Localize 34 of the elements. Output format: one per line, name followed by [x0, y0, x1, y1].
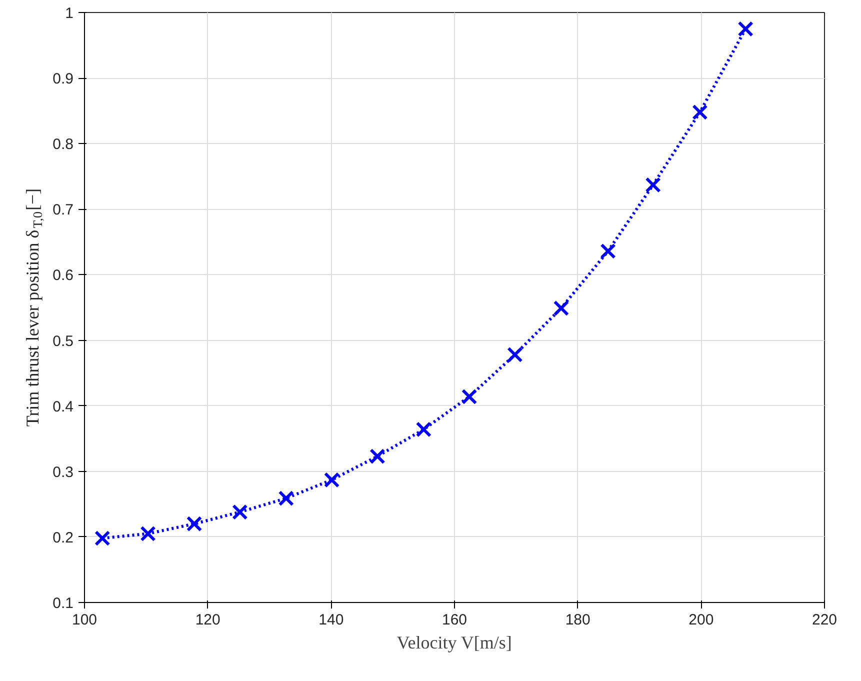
point — [140, 526, 156, 542]
y-tick-label: 0.9 — [52, 70, 74, 88]
point — [186, 516, 202, 532]
point — [645, 177, 661, 193]
y-tick-label: 0.7 — [52, 202, 74, 219]
point — [553, 300, 570, 316]
point — [461, 388, 478, 405]
point — [416, 422, 432, 438]
y-tick-label: 0.2 — [52, 529, 74, 546]
point — [507, 346, 523, 363]
point — [232, 504, 248, 520]
y-tick-label: 1 — [65, 5, 74, 22]
x-tick-label: 200 — [688, 612, 714, 628]
x-axis-title: Velocity V[m/s] — [396, 632, 512, 652]
point — [324, 472, 340, 488]
point — [278, 490, 294, 506]
x-tick-label: 120 — [195, 612, 220, 628]
y-axis-title: Trim thrust lever position δT,0[−] — [22, 188, 45, 427]
x-tick-label: 140 — [318, 612, 344, 628]
x-tick-label: 220 — [812, 612, 838, 628]
x-tick-label: 160 — [442, 612, 468, 628]
y-tick-label: 0.3 — [52, 464, 74, 481]
y-tick-label: 0.4 — [52, 398, 74, 416]
x-tick-label: 100 — [72, 612, 98, 628]
point — [370, 448, 386, 464]
y-tick-label: 0.5 — [52, 332, 74, 350]
point — [692, 104, 708, 120]
y-tick-label: 0.1 — [52, 595, 74, 612]
x-tick-label: 180 — [565, 612, 590, 628]
point — [94, 530, 110, 546]
y-tick-label: 0.6 — [52, 267, 74, 284]
point — [738, 21, 754, 37]
point — [600, 243, 616, 259]
y-tick-label: 0.8 — [52, 136, 74, 154]
